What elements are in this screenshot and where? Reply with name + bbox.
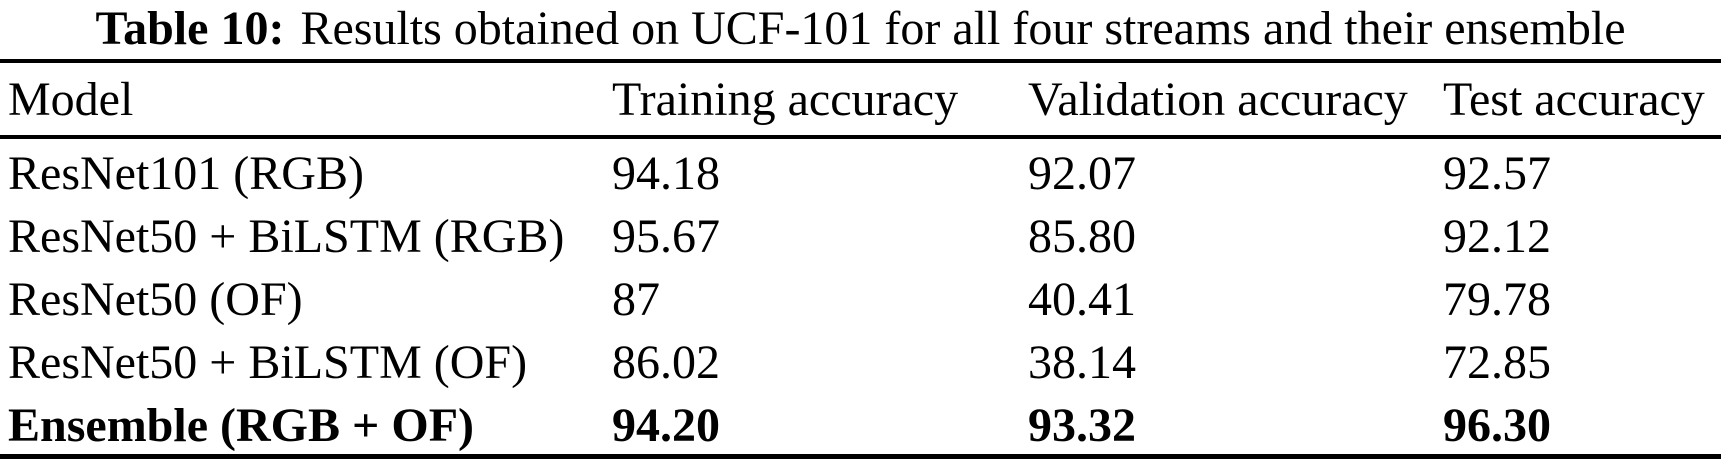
cell-training-accuracy: 86.02	[612, 336, 720, 389]
cell-validation-accuracy: 40.41	[1028, 273, 1136, 326]
cell-model: ResNet50 (OF)	[8, 273, 303, 326]
table-caption-label: Table 10:	[95, 2, 285, 55]
cell-training-accuracy: 87	[612, 273, 660, 326]
column-header-model: Model	[0, 61, 612, 139]
header-row: Model Training accuracy Validation accur…	[0, 61, 1721, 139]
cell-validation-accuracy: 93.32	[1028, 399, 1136, 452]
cell-model: Ensemble (RGB + OF)	[8, 399, 475, 452]
table-caption: Table 10: Results obtained on UCF-101 for…	[0, 0, 1721, 59]
cell-test-accuracy: 92.57	[1443, 147, 1551, 200]
cell-validation-accuracy: 92.07	[1028, 147, 1136, 200]
table-body: ResNet101 (RGB) 94.18 92.07 92.57 ResNet…	[0, 137, 1721, 457]
cell-validation-accuracy: 38.14	[1028, 336, 1136, 389]
cell-training-accuracy: 94.20	[612, 399, 720, 452]
cell-test-accuracy: 79.78	[1443, 273, 1551, 326]
table-row-resnet50-of: ResNet50 (OF) 87 40.41 79.78	[0, 265, 1721, 328]
table-caption-text: Results obtained on UCF-101 for all four…	[300, 2, 1626, 55]
table-row-resnet50-bilstm-rgb: ResNet50 + BiLSTM (RGB) 95.67 85.80 92.1…	[0, 202, 1721, 265]
cell-training-accuracy: 95.67	[612, 210, 720, 263]
column-header-test-accuracy: Test accuracy	[1443, 61, 1721, 139]
column-header-validation-accuracy: Validation accuracy	[1028, 61, 1443, 139]
table-row-resnet50-bilstm-of: ResNet50 + BiLSTM (OF) 86.02 38.14 72.85	[0, 328, 1721, 391]
table-header: Model Training accuracy Validation accur…	[0, 61, 1721, 139]
cell-training-accuracy: 94.18	[612, 147, 720, 200]
cell-test-accuracy: 72.85	[1443, 336, 1551, 389]
cell-test-accuracy: 96.30	[1443, 399, 1551, 452]
table-row-resnet101-rgb: ResNet101 (RGB) 94.18 92.07 92.57	[0, 137, 1721, 202]
cell-test-accuracy: 92.12	[1443, 210, 1551, 263]
cell-model: ResNet50 + BiLSTM (OF)	[8, 336, 528, 389]
cell-model: ResNet101 (RGB)	[8, 147, 364, 200]
cell-model: ResNet50 + BiLSTM (RGB)	[8, 210, 565, 263]
table-row-ensemble-rgb-of: Ensemble (RGB + OF) 94.20 93.32 96.30	[0, 391, 1721, 457]
column-header-training-accuracy: Training accuracy	[612, 61, 1028, 139]
cell-validation-accuracy: 85.80	[1028, 210, 1136, 263]
results-table: Model Training accuracy Validation accur…	[0, 59, 1721, 459]
